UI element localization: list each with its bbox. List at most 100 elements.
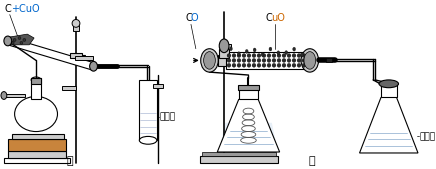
Bar [239, 88, 258, 99]
Ellipse shape [245, 50, 248, 53]
Polygon shape [360, 98, 418, 153]
Ellipse shape [272, 54, 276, 57]
Ellipse shape [282, 58, 286, 62]
Ellipse shape [272, 58, 276, 62]
Ellipse shape [277, 51, 280, 55]
Bar [4, 94, 25, 98]
Ellipse shape [261, 53, 264, 56]
Bar [218, 55, 226, 66]
Ellipse shape [287, 54, 291, 57]
Ellipse shape [140, 136, 157, 144]
Ellipse shape [257, 54, 261, 57]
Ellipse shape [267, 58, 271, 62]
Polygon shape [361, 126, 416, 152]
Text: O: O [191, 13, 198, 23]
Ellipse shape [227, 63, 231, 67]
Ellipse shape [90, 61, 97, 71]
Ellipse shape [292, 54, 296, 57]
Ellipse shape [11, 41, 14, 44]
Bar [381, 84, 397, 98]
Bar [200, 156, 278, 163]
Ellipse shape [232, 58, 236, 62]
Polygon shape [219, 123, 278, 151]
Ellipse shape [229, 47, 232, 51]
Ellipse shape [277, 63, 281, 67]
Ellipse shape [300, 53, 303, 56]
Ellipse shape [287, 63, 291, 67]
Polygon shape [217, 99, 279, 152]
Ellipse shape [237, 52, 240, 56]
Ellipse shape [227, 54, 231, 57]
Ellipse shape [227, 58, 231, 62]
Bar [70, 53, 82, 58]
Ellipse shape [302, 58, 306, 62]
Text: +CuO: +CuO [11, 4, 39, 14]
Ellipse shape [232, 63, 236, 67]
Bar [202, 152, 276, 156]
Ellipse shape [252, 63, 256, 67]
Ellipse shape [293, 47, 296, 51]
Polygon shape [10, 34, 34, 45]
Ellipse shape [72, 19, 80, 27]
Ellipse shape [269, 47, 272, 51]
Ellipse shape [242, 63, 246, 67]
Bar [221, 44, 231, 49]
Bar [4, 158, 70, 163]
Ellipse shape [257, 63, 261, 67]
Bar [8, 139, 66, 151]
Text: 乙: 乙 [309, 156, 315, 166]
Text: C: C [185, 13, 192, 23]
Bar [31, 78, 41, 84]
Ellipse shape [247, 58, 251, 62]
Ellipse shape [297, 63, 301, 67]
Bar [62, 86, 76, 90]
Ellipse shape [282, 54, 286, 57]
Ellipse shape [304, 52, 316, 69]
Polygon shape [8, 37, 92, 70]
Ellipse shape [219, 39, 229, 53]
Ellipse shape [232, 54, 236, 57]
Ellipse shape [297, 58, 301, 62]
Bar [238, 85, 259, 90]
Ellipse shape [1, 92, 7, 99]
Ellipse shape [267, 63, 271, 67]
Ellipse shape [15, 96, 58, 131]
Ellipse shape [277, 58, 281, 62]
Ellipse shape [247, 54, 251, 57]
Bar [327, 58, 332, 62]
Text: C: C [5, 4, 12, 14]
Ellipse shape [237, 63, 241, 67]
Bar [12, 135, 64, 139]
Ellipse shape [292, 63, 296, 67]
Bar [153, 84, 163, 88]
Ellipse shape [277, 54, 281, 57]
Ellipse shape [302, 63, 306, 67]
Ellipse shape [282, 63, 286, 67]
Bar [8, 151, 66, 158]
Ellipse shape [252, 54, 256, 57]
Ellipse shape [267, 54, 271, 57]
Bar [140, 80, 157, 140]
Ellipse shape [237, 54, 241, 57]
Bar [31, 78, 41, 99]
Ellipse shape [253, 48, 256, 52]
Ellipse shape [292, 58, 296, 62]
Bar [219, 49, 229, 58]
Ellipse shape [287, 58, 291, 62]
Ellipse shape [297, 54, 301, 57]
Ellipse shape [23, 39, 26, 41]
Ellipse shape [272, 63, 276, 67]
Ellipse shape [379, 80, 399, 88]
Ellipse shape [252, 58, 256, 62]
Ellipse shape [247, 63, 251, 67]
Bar [73, 23, 79, 31]
Ellipse shape [285, 51, 288, 55]
Text: uO: uO [271, 13, 285, 23]
Ellipse shape [257, 58, 261, 62]
Text: 石灰水: 石灰水 [160, 112, 176, 122]
Ellipse shape [301, 49, 319, 72]
Ellipse shape [4, 36, 12, 46]
Ellipse shape [18, 37, 21, 40]
Ellipse shape [262, 63, 266, 67]
Ellipse shape [31, 77, 41, 83]
